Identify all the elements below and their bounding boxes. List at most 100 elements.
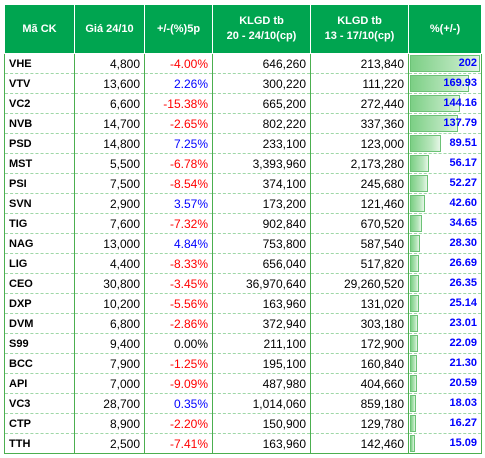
cell-vol-prev: 859,180 bbox=[310, 393, 409, 414]
table-row: MST 5,500 -6.78% 3,393,960 2,173,280 56.17 bbox=[4, 153, 482, 174]
cell-vol-recent: 372,940 bbox=[212, 313, 311, 334]
cell-symbol: MST bbox=[4, 153, 75, 174]
cell-pct-change: 169.93 bbox=[408, 73, 482, 94]
cell-pct-change: 25.14 bbox=[408, 293, 482, 314]
header-price: Giá 24/10 bbox=[74, 4, 145, 54]
cell-pct-change: 42.60 bbox=[408, 193, 482, 214]
pct-value: 28.30 bbox=[449, 237, 477, 249]
cell-change: 0.35% bbox=[144, 393, 213, 414]
pct-value: 42.60 bbox=[449, 197, 477, 209]
cell-pct-change: 22.09 bbox=[408, 333, 482, 354]
pct-value: 25.14 bbox=[449, 297, 477, 309]
cell-change: 0.00% bbox=[144, 333, 213, 354]
cell-pct-change: 15.09 bbox=[408, 433, 482, 454]
table-row: DVM 6,800 -2.86% 372,940 303,180 23.01 bbox=[4, 313, 482, 334]
cell-pct-change: 137.79 bbox=[408, 113, 482, 134]
cell-pct-change: 20.59 bbox=[408, 373, 482, 394]
table-row: NAG 13,000 4.84% 753,800 587,540 28.30 bbox=[4, 233, 482, 254]
cell-vol-recent: 656,040 bbox=[212, 253, 311, 274]
pct-bar bbox=[410, 415, 416, 432]
cell-symbol: NVB bbox=[4, 113, 75, 134]
cell-vol-prev: 142,460 bbox=[310, 433, 409, 454]
pct-bar bbox=[410, 375, 417, 392]
cell-symbol: CTP bbox=[4, 413, 75, 434]
cell-price: 6,600 bbox=[74, 93, 145, 114]
cell-symbol: API bbox=[4, 373, 75, 394]
cell-symbol: VC2 bbox=[4, 93, 75, 114]
cell-symbol: VTV bbox=[4, 73, 75, 94]
header-vol-recent: KLGD tb 20 - 24/10(cp) bbox=[212, 4, 311, 54]
pct-value: 202 bbox=[458, 57, 477, 69]
cell-symbol: PSI bbox=[4, 173, 75, 194]
cell-vol-prev: 172,900 bbox=[310, 333, 409, 354]
table-row: API 7,000 -9.09% 487,980 404,660 20.59 bbox=[4, 373, 482, 394]
pct-value: 52.27 bbox=[449, 177, 477, 189]
pct-bar bbox=[410, 175, 428, 192]
pct-bar bbox=[410, 155, 429, 172]
cell-vol-prev: 213,840 bbox=[310, 53, 409, 74]
cell-vol-prev: 303,180 bbox=[310, 313, 409, 334]
cell-vol-prev: 29,260,520 bbox=[310, 273, 409, 294]
cell-change: -7.32% bbox=[144, 213, 213, 234]
cell-pct-change: 18.03 bbox=[408, 393, 482, 414]
pct-value: 26.35 bbox=[449, 277, 477, 289]
pct-bar bbox=[410, 195, 425, 212]
cell-pct-change: 26.35 bbox=[408, 273, 482, 294]
cell-vol-prev: 121,460 bbox=[310, 193, 409, 214]
cell-price: 7,000 bbox=[74, 373, 145, 394]
cell-change: -8.54% bbox=[144, 173, 213, 194]
cell-price: 7,600 bbox=[74, 213, 145, 234]
cell-vol-prev: 129,780 bbox=[310, 413, 409, 434]
cell-symbol: NAG bbox=[4, 233, 75, 254]
cell-change: -2.20% bbox=[144, 413, 213, 434]
cell-vol-recent: 665,200 bbox=[212, 93, 311, 114]
cell-price: 10,200 bbox=[74, 293, 145, 314]
cell-symbol: SVN bbox=[4, 193, 75, 214]
cell-change: 3.57% bbox=[144, 193, 213, 214]
cell-symbol: TIG bbox=[4, 213, 75, 234]
table-row: NVB 14,700 -2.65% 802,220 337,360 137.79 bbox=[4, 113, 482, 134]
table-row: TTH 2,500 -7.41% 163,960 142,460 15.09 bbox=[4, 433, 482, 454]
cell-change: -15.38% bbox=[144, 93, 213, 114]
table-row: PSD 14,800 7.25% 233,100 123,000 89.51 bbox=[4, 133, 482, 154]
cell-change: -6.78% bbox=[144, 153, 213, 174]
pct-bar bbox=[410, 335, 418, 352]
cell-pct-change: 23.01 bbox=[408, 313, 482, 334]
cell-vol-recent: 902,840 bbox=[212, 213, 311, 234]
cell-price: 28,700 bbox=[74, 393, 145, 414]
table-row: VTV 13,600 2.26% 300,220 111,220 169.93 bbox=[4, 73, 482, 94]
cell-price: 2,900 bbox=[74, 193, 145, 214]
cell-pct-change: 144.16 bbox=[408, 93, 482, 114]
table-row: VC2 6,600 -15.38% 665,200 272,440 144.16 bbox=[4, 93, 482, 114]
cell-change: 2.26% bbox=[144, 73, 213, 94]
cell-symbol: TTH bbox=[4, 433, 75, 454]
cell-pct-change: 16.27 bbox=[408, 413, 482, 434]
cell-symbol: LIG bbox=[4, 253, 75, 274]
pct-value: 23.01 bbox=[449, 317, 477, 329]
header-vol-prev: KLGD tb 13 - 17/10(cp) bbox=[310, 4, 409, 54]
pct-value: 21.30 bbox=[449, 357, 477, 369]
cell-price: 14,800 bbox=[74, 133, 145, 154]
cell-vol-prev: 670,520 bbox=[310, 213, 409, 234]
cell-price: 7,900 bbox=[74, 353, 145, 374]
pct-bar bbox=[410, 135, 441, 152]
cell-vol-recent: 646,260 bbox=[212, 53, 311, 74]
pct-bar bbox=[410, 215, 422, 232]
cell-price: 4,800 bbox=[74, 53, 145, 74]
cell-vol-recent: 753,800 bbox=[212, 233, 311, 254]
table-row: PSI 7,500 -8.54% 374,100 245,680 52.27 bbox=[4, 173, 482, 194]
cell-symbol: CEO bbox=[4, 273, 75, 294]
cell-vol-prev: 587,540 bbox=[310, 233, 409, 254]
pct-value: 144.16 bbox=[443, 97, 477, 109]
header-vol-recent-line1: KLGD tb bbox=[239, 15, 284, 27]
pct-value: 34.65 bbox=[449, 217, 477, 229]
cell-symbol: VHE bbox=[4, 53, 75, 74]
cell-vol-prev: 123,000 bbox=[310, 133, 409, 154]
cell-change: -8.33% bbox=[144, 253, 213, 274]
cell-pct-change: 56.17 bbox=[408, 153, 482, 174]
table-row: CTP 8,900 -2.20% 150,900 129,780 16.27 bbox=[4, 413, 482, 434]
cell-vol-recent: 163,960 bbox=[212, 433, 311, 454]
cell-pct-change: 34.65 bbox=[408, 213, 482, 234]
pct-bar bbox=[410, 55, 480, 72]
pct-value: 15.09 bbox=[449, 437, 477, 449]
